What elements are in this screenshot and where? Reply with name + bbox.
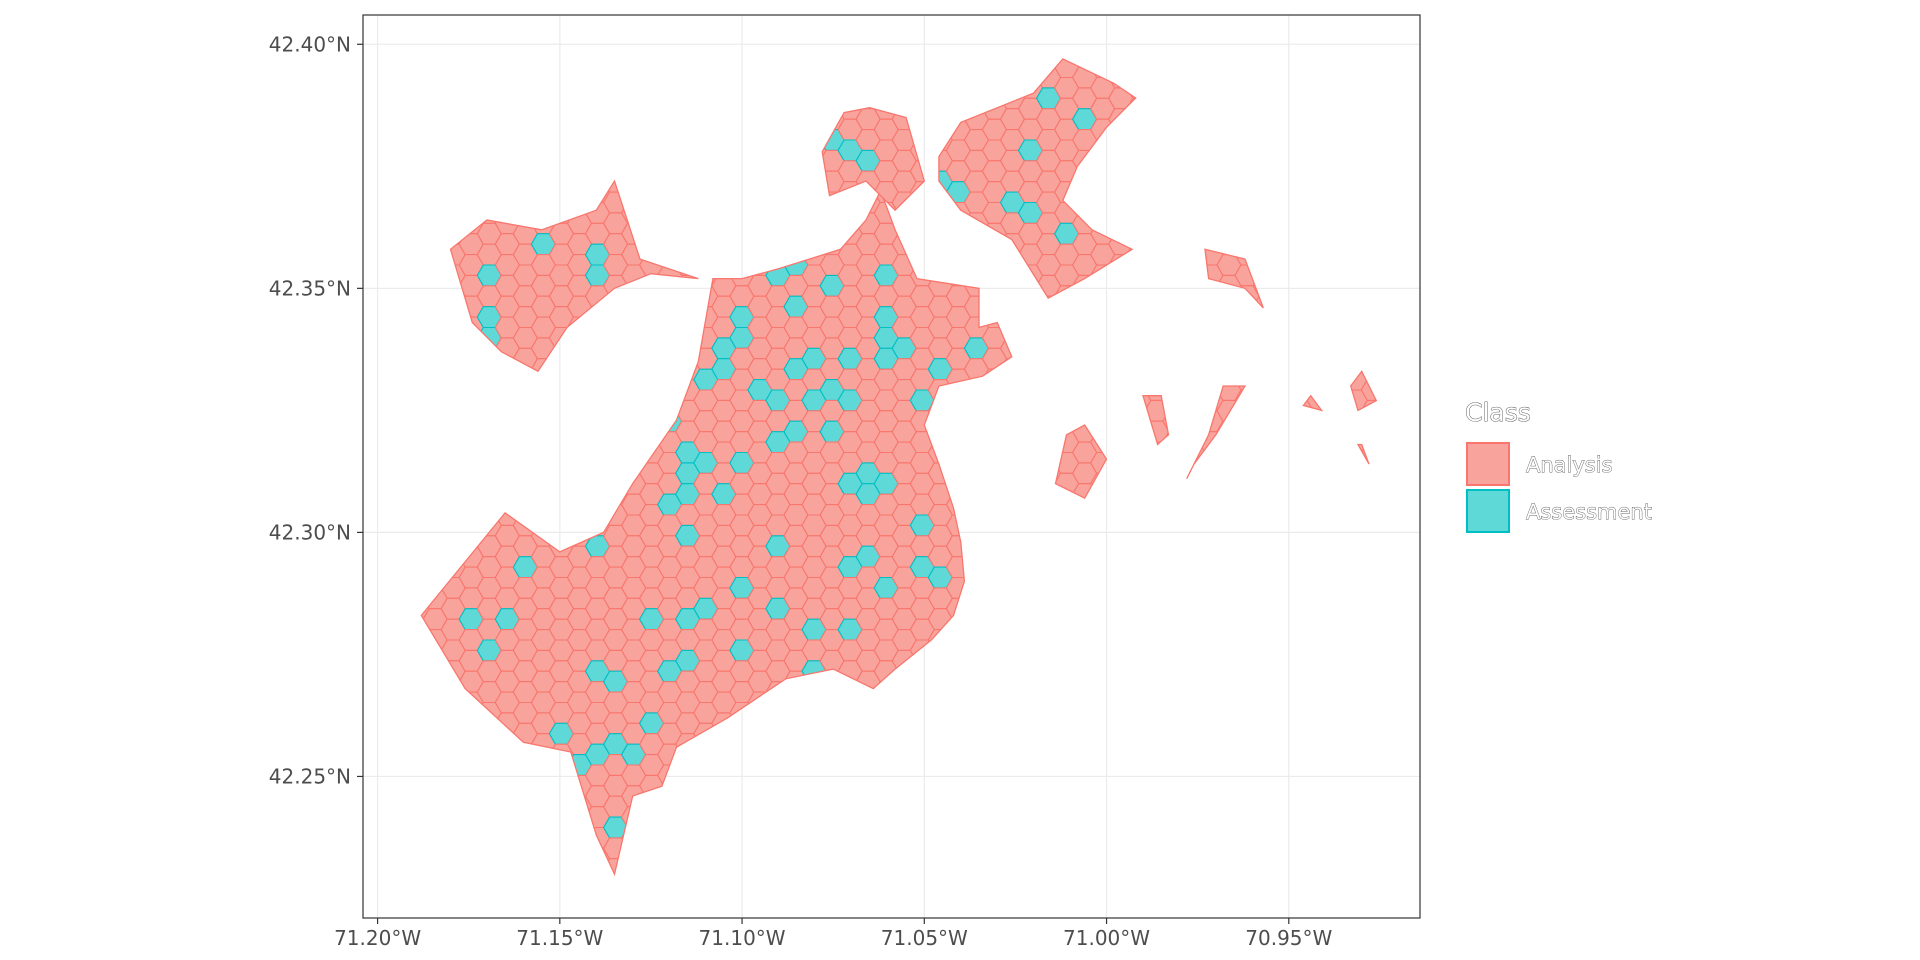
- region-outline: [1349, 370, 1378, 412]
- x-axis: 71.20°W 71.15°W 71.10°W 71.05°W 71.00°W 70.95…: [334, 918, 1333, 950]
- y-axis: 42.25°N 42.30°N 42.35°N 42.40°N: [269, 32, 363, 788]
- region-outline: [1054, 424, 1108, 500]
- x-tick-label: 70.95°W: [1245, 926, 1332, 950]
- region-outline: [821, 107, 926, 212]
- y-tick-label: 42.40°N: [269, 32, 351, 56]
- panel-border: [362, 14, 1421, 919]
- y-tick-label: 42.35°N: [269, 276, 351, 300]
- y-tick-label: 42.30°N: [269, 520, 351, 544]
- x-tick-label: 71.15°W: [516, 926, 603, 950]
- region-outline: [1186, 385, 1247, 479]
- y-tick-label: 42.25°N: [269, 764, 351, 788]
- x-tick-label: 71.10°W: [699, 926, 786, 950]
- region-outline: [420, 189, 1013, 877]
- region-outline: [1302, 394, 1324, 412]
- x-tick-label: 71.05°W: [881, 926, 968, 950]
- legend-key-analysis: [1466, 442, 1510, 486]
- legend-title: Class: [1465, 398, 1531, 427]
- legend: Class Analysis Assessment: [1465, 398, 1652, 533]
- region-outline: [1204, 248, 1264, 309]
- legend-label-assessment: Assessment: [1526, 500, 1652, 524]
- x-tick-label: 71.00°W: [1063, 926, 1150, 950]
- analysis-hex: [1162, 410, 1169, 433]
- x-tick-label: 71.20°W: [334, 926, 421, 950]
- region-outline: [938, 58, 1137, 299]
- region-east-boston: [938, 58, 1136, 299]
- legend-label-analysis: Analysis: [1526, 453, 1613, 477]
- land-layer: [420, 58, 1378, 877]
- region-outline: [1142, 395, 1170, 446]
- analysis-hex: [1090, 451, 1107, 474]
- region-outline: [1356, 443, 1370, 465]
- region-outline: [449, 179, 699, 373]
- legend-key-assessment: [1466, 489, 1510, 533]
